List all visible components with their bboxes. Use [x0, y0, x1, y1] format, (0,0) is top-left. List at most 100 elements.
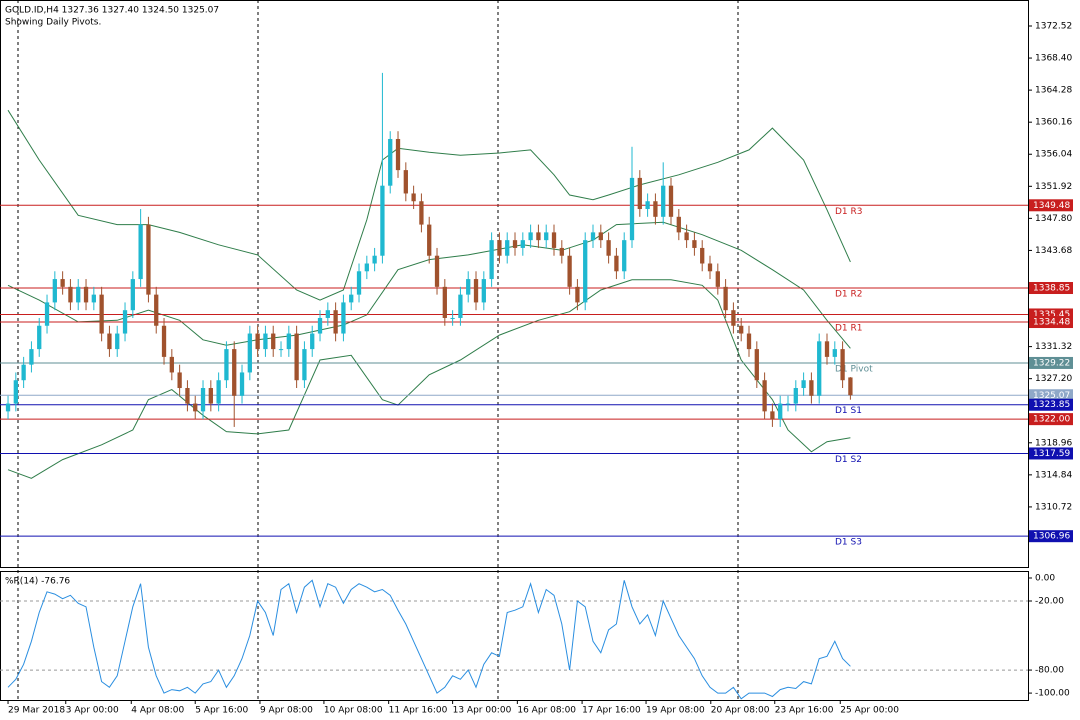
price-label-box [1029, 530, 1073, 543]
candle-body [731, 310, 736, 326]
candle-body [115, 333, 120, 350]
candle-body [302, 349, 307, 381]
candle-body [622, 240, 627, 272]
price-label-box [1029, 413, 1073, 426]
indicator-tick-label: -80.00 [1035, 666, 1064, 676]
level-name: D1 S3 [835, 538, 862, 548]
candle-body [458, 294, 463, 318]
candle-body [44, 302, 50, 326]
candle-body [255, 333, 260, 350]
candle-body [497, 240, 502, 256]
y-tick-label: 1372.52 [1035, 21, 1072, 31]
subtitle: Showing Daily Pivots. [5, 18, 101, 28]
x-tick-label: 25 Apr 00:00 [840, 706, 899, 716]
indicator-tick-label: -100.00 [1035, 689, 1070, 699]
candle-body [832, 349, 837, 357]
level-name: D1 R3 [835, 207, 863, 217]
candle-body [333, 310, 338, 334]
candle-body [224, 349, 229, 381]
candle-body [809, 380, 814, 396]
candle-body [427, 224, 432, 256]
candle-body [723, 286, 728, 311]
candle-body [489, 240, 494, 280]
y-tick-label: 1310.72 [1035, 502, 1072, 512]
price-label-box [1029, 316, 1073, 329]
candle-body [801, 380, 806, 389]
candle-body [684, 232, 689, 241]
candle-body [341, 302, 346, 334]
candle-body [544, 232, 549, 241]
candle-body [52, 279, 57, 303]
price-label-box [1029, 447, 1073, 460]
x-tick-label: 29 Mar 2018 [8, 706, 65, 716]
candle-body [403, 170, 408, 194]
candle-body [770, 411, 775, 420]
candle-body [372, 255, 377, 264]
candle-body [512, 240, 518, 248]
level-name: D1 R2 [835, 290, 863, 300]
candle-body [208, 388, 213, 404]
candle-body [29, 349, 34, 365]
williams-r-line [7, 579, 851, 700]
price-label: 1323.85 [1033, 400, 1070, 410]
candle-body [575, 286, 580, 303]
price-label-box [1029, 389, 1073, 402]
candle-body [434, 255, 440, 287]
candle-body [536, 232, 541, 241]
candle-body [99, 294, 104, 334]
candle-body [13, 380, 18, 404]
x-tick-label: 20 Apr 08:00 [711, 706, 770, 716]
x-tick-label: 5 Apr 16:00 [195, 706, 248, 716]
candle-body [247, 333, 252, 373]
candle-body [239, 372, 245, 396]
candle-body [177, 372, 182, 389]
price-label: 1349.48 [1033, 201, 1070, 211]
candle-body [21, 364, 26, 381]
x-tick-label: 11 Apr 16:00 [389, 706, 448, 716]
candle-body [60, 279, 65, 287]
candle-body [169, 356, 174, 373]
candle-body [700, 247, 705, 264]
candle-body [637, 177, 642, 210]
candle-body [356, 271, 362, 295]
candle-body [520, 240, 525, 248]
candle-body [263, 333, 268, 350]
candle-body [481, 279, 486, 303]
candle-body [107, 333, 112, 350]
candle-body [193, 403, 198, 412]
y-tick-label: 1343.68 [1035, 246, 1072, 256]
candle-body [411, 193, 416, 202]
y-tick-label: 1327.20 [1035, 374, 1072, 384]
symbol-header: GOLD.ID,H4 1327.36 1327.40 1324.50 1325.… [5, 6, 219, 16]
candle-body [824, 341, 830, 357]
candle-body [762, 380, 767, 412]
candle-body [395, 138, 401, 171]
candle-body [528, 232, 533, 241]
candle-body [707, 263, 713, 272]
candle-body [840, 349, 845, 381]
x-tick-label: 4 Apr 08:00 [131, 706, 184, 716]
price-label-box [1029, 199, 1073, 212]
price-label-box [1029, 398, 1073, 411]
y-tick-label: 1331.32 [1035, 342, 1072, 352]
candle-body [5, 403, 11, 412]
candle-body [450, 317, 455, 319]
candle-body [785, 403, 791, 405]
y-tick-label: 1347.80 [1035, 214, 1072, 224]
candle-body [692, 240, 697, 248]
level-name: D1 Pivot [835, 364, 873, 374]
price-label-box [1029, 282, 1073, 295]
candle-body [388, 138, 393, 186]
bollinger-band [7, 221, 851, 349]
candle-body [817, 341, 822, 396]
candle-body [325, 310, 330, 318]
x-tick-label: 13 Apr 00:00 [453, 706, 512, 716]
candle-body [567, 255, 572, 287]
candle-body [161, 325, 167, 357]
candle-body [154, 294, 159, 326]
candle-body [559, 247, 564, 256]
candle-body [629, 177, 635, 241]
level-name: D1 R1 [835, 324, 863, 334]
